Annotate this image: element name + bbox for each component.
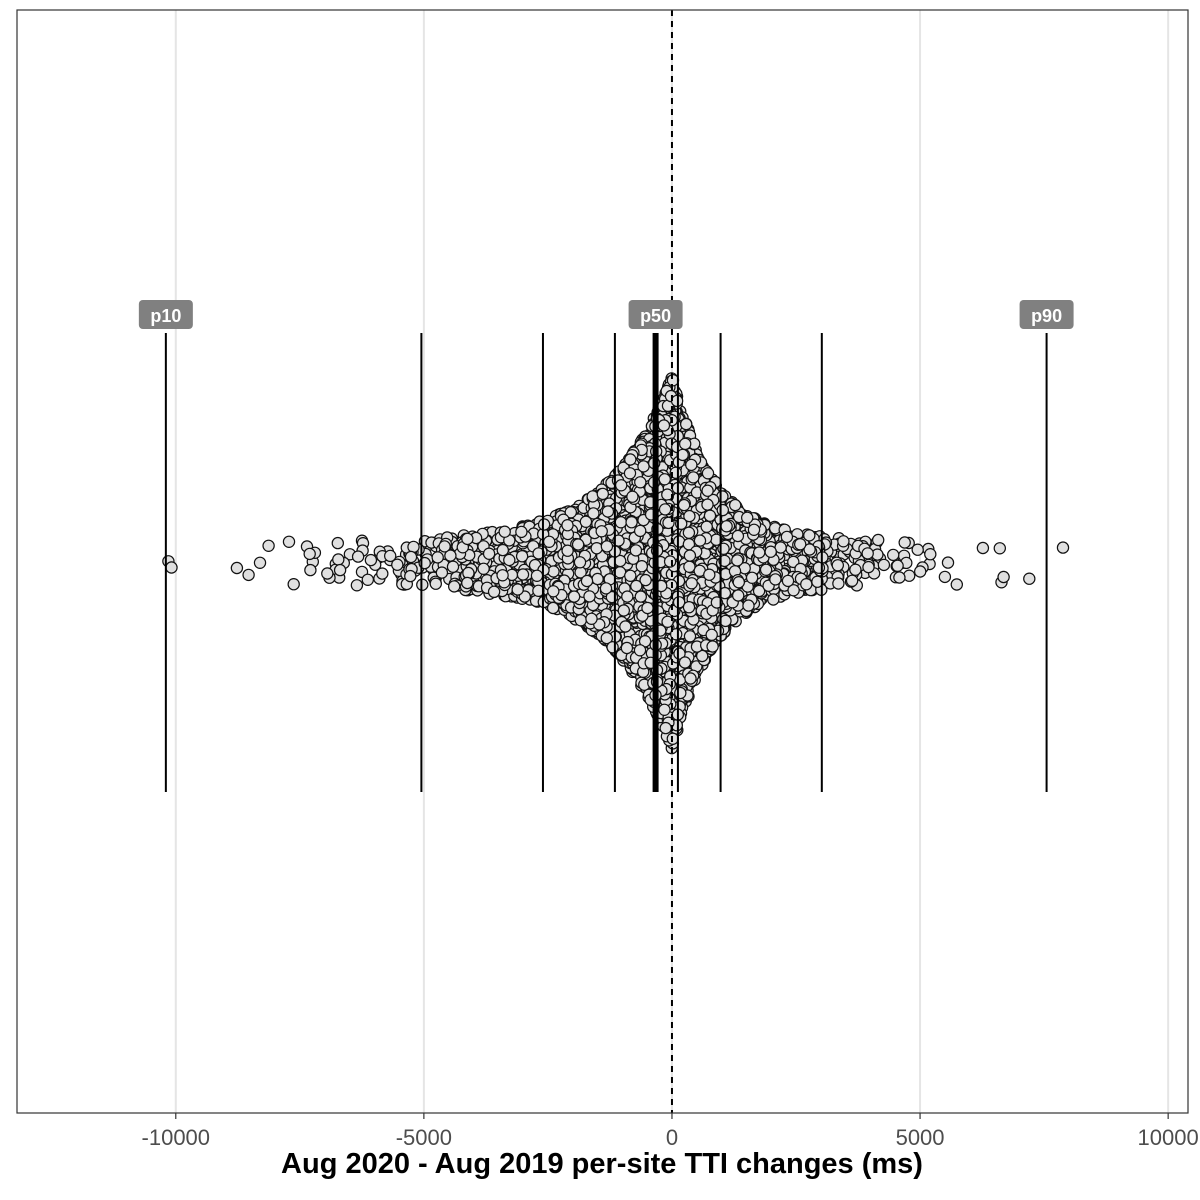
- data-point: [891, 559, 904, 573]
- data-point: [331, 536, 344, 550]
- data-point: [625, 516, 638, 529]
- data-point: [361, 573, 374, 587]
- data-point: [634, 476, 647, 489]
- data-point: [304, 563, 317, 577]
- data-point: [941, 556, 955, 569]
- data-point: [321, 567, 334, 580]
- data-point: [624, 569, 637, 583]
- data-point: [976, 541, 990, 555]
- data-point: [431, 551, 444, 564]
- data-point: [720, 520, 733, 533]
- data-point: [685, 458, 698, 472]
- data-point: [282, 535, 296, 549]
- data-point: [262, 539, 275, 553]
- data-point: [350, 579, 364, 592]
- data-point: [435, 566, 449, 579]
- data-point: [637, 460, 650, 473]
- data-point: [674, 686, 687, 700]
- data-point: [461, 576, 474, 590]
- data-point: [747, 523, 761, 537]
- data-point: [837, 535, 850, 548]
- data-point: [759, 563, 773, 577]
- data-point: [898, 536, 911, 549]
- data-point: [614, 516, 628, 529]
- data-point: [376, 567, 389, 580]
- data-point: [165, 561, 178, 574]
- data-point: [579, 515, 593, 529]
- data-point: [767, 593, 780, 606]
- data-point: [429, 577, 442, 590]
- data-point: [849, 563, 862, 576]
- data-point: [701, 467, 715, 480]
- data-point: [670, 628, 683, 641]
- data-point: [716, 503, 730, 517]
- data-point: [862, 560, 875, 574]
- data-point: [511, 583, 524, 596]
- data-point: [477, 562, 490, 576]
- data-point: [407, 540, 420, 554]
- data-point: [639, 573, 652, 587]
- data-point: [950, 578, 964, 591]
- data-point: [532, 547, 545, 560]
- data-point: [333, 563, 347, 577]
- data-point: [924, 548, 937, 561]
- data-point: [803, 529, 816, 542]
- data-point: [1056, 541, 1070, 554]
- data-point: [303, 547, 316, 561]
- data-point: [515, 550, 529, 563]
- data-point: [658, 473, 671, 486]
- data-point: [696, 649, 709, 663]
- data-point: [364, 553, 378, 567]
- data-point: [938, 570, 952, 584]
- data-point: [574, 614, 588, 627]
- data-point: [914, 565, 927, 578]
- data-point: [332, 553, 345, 566]
- data-point: [1023, 572, 1036, 585]
- data-point: [613, 566, 627, 579]
- data-point: [532, 584, 545, 598]
- data-point: [482, 547, 496, 560]
- data-point: [700, 520, 713, 534]
- data-point: [404, 550, 418, 564]
- data-point: [832, 577, 845, 590]
- data-point: [287, 578, 300, 591]
- data-point: [683, 560, 696, 574]
- data-point: [564, 506, 578, 519]
- data-point: [752, 584, 766, 598]
- data-point: [446, 560, 460, 573]
- data-point: [657, 419, 671, 432]
- data-point: [685, 577, 698, 590]
- data-point: [845, 574, 859, 588]
- data-point: [893, 571, 906, 584]
- data-point: [769, 573, 782, 586]
- data-point: [253, 556, 267, 570]
- data-point: [516, 568, 530, 581]
- data-point: [812, 561, 826, 574]
- data-point: [997, 570, 1010, 584]
- data-point: [718, 586, 732, 600]
- data-point: [718, 554, 731, 568]
- data-point: [547, 565, 560, 578]
- data-point: [444, 549, 457, 562]
- data-point: [496, 543, 509, 557]
- data-point: [911, 543, 924, 556]
- data-point: [404, 569, 417, 583]
- data-point: [546, 601, 560, 615]
- data-point: [448, 580, 461, 593]
- data-point: [831, 559, 845, 572]
- data-point: [745, 571, 759, 585]
- data-point: [887, 548, 900, 562]
- data-point: [993, 542, 1007, 555]
